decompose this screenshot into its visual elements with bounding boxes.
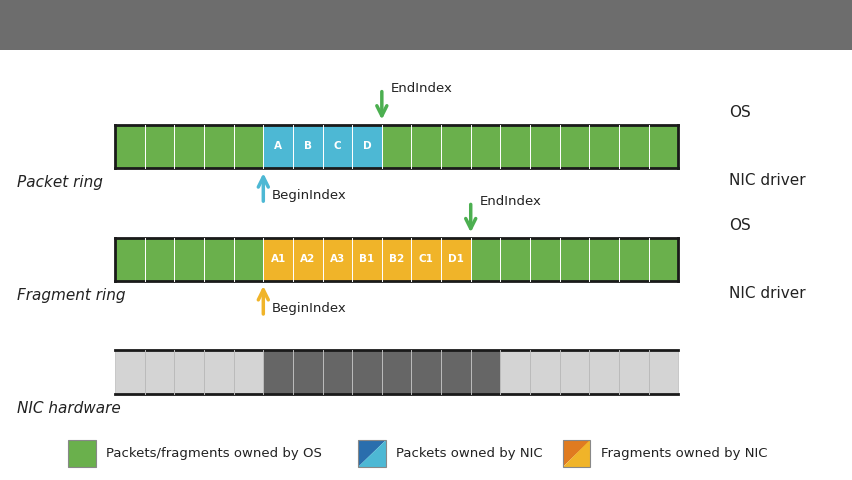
Bar: [529, 125, 559, 168]
Text: NIC driver: NIC driver: [728, 173, 805, 188]
Bar: [411, 350, 440, 394]
Text: BeginIndex: BeginIndex: [272, 189, 346, 203]
Text: NIC hardware: NIC hardware: [17, 401, 121, 416]
Polygon shape: [358, 441, 385, 467]
Bar: [352, 125, 382, 168]
Bar: [322, 350, 352, 394]
Text: Transmit (Tx) post and drain operations for a simple PCI device: Transmit (Tx) post and drain operations …: [130, 15, 722, 35]
Text: B2: B2: [389, 254, 404, 264]
Bar: [559, 238, 589, 281]
Text: C: C: [333, 142, 341, 151]
Bar: [589, 238, 619, 281]
Bar: [500, 238, 529, 281]
Bar: [440, 350, 470, 394]
Bar: [174, 125, 204, 168]
Polygon shape: [562, 441, 590, 467]
Bar: [115, 350, 145, 394]
Text: B: B: [303, 142, 311, 151]
Text: A: A: [273, 142, 282, 151]
Bar: [529, 238, 559, 281]
Text: Packets owned by NIC: Packets owned by NIC: [395, 447, 542, 460]
Text: D1: D1: [447, 254, 463, 264]
Bar: [263, 125, 292, 168]
Text: Packet ring: Packet ring: [17, 175, 103, 190]
Text: A1: A1: [270, 254, 285, 264]
Bar: [529, 350, 559, 394]
Bar: [470, 350, 500, 394]
Polygon shape: [358, 441, 385, 467]
Text: BeginIndex: BeginIndex: [272, 302, 346, 315]
Bar: [115, 238, 145, 281]
Text: Packets/fragments owned by OS: Packets/fragments owned by OS: [106, 447, 321, 460]
Bar: [470, 125, 500, 168]
Bar: [145, 125, 174, 168]
Bar: [382, 238, 411, 281]
Bar: [358, 441, 385, 467]
Bar: [292, 125, 322, 168]
Text: EndIndex: EndIndex: [390, 82, 452, 96]
Bar: [145, 350, 174, 394]
Bar: [619, 125, 648, 168]
Bar: [115, 125, 145, 168]
Bar: [292, 350, 322, 394]
Bar: [233, 350, 263, 394]
Bar: [470, 238, 500, 281]
Bar: [440, 125, 470, 168]
Bar: [145, 238, 174, 281]
Bar: [382, 350, 411, 394]
Bar: [233, 125, 263, 168]
Bar: [382, 125, 411, 168]
Bar: [174, 238, 204, 281]
Text: D: D: [362, 142, 371, 151]
Text: A2: A2: [300, 254, 315, 264]
Bar: [589, 125, 619, 168]
Bar: [500, 125, 529, 168]
Text: EndIndex: EndIndex: [479, 195, 540, 208]
Text: A3: A3: [330, 254, 344, 264]
Bar: [648, 125, 677, 168]
Text: NIC driver: NIC driver: [728, 286, 805, 300]
Polygon shape: [562, 441, 590, 467]
Bar: [352, 350, 382, 394]
Bar: [411, 238, 440, 281]
Text: C1: C1: [418, 254, 433, 264]
Bar: [648, 350, 677, 394]
Bar: [204, 238, 233, 281]
Text: Fragment ring: Fragment ring: [17, 288, 125, 303]
Text: Fragments owned by NIC: Fragments owned by NIC: [600, 447, 766, 460]
Bar: [562, 441, 590, 467]
Bar: [68, 441, 95, 467]
Bar: [322, 238, 352, 281]
Bar: [322, 125, 352, 168]
Bar: [440, 238, 470, 281]
Bar: [619, 238, 648, 281]
Bar: [174, 350, 204, 394]
Bar: [204, 350, 233, 394]
Bar: [559, 125, 589, 168]
Bar: [233, 238, 263, 281]
Bar: [411, 125, 440, 168]
Bar: [263, 350, 292, 394]
Bar: [204, 125, 233, 168]
Bar: [263, 238, 292, 281]
Bar: [619, 350, 648, 394]
Bar: [648, 238, 677, 281]
Bar: [589, 350, 619, 394]
Bar: [500, 350, 529, 394]
Bar: [292, 238, 322, 281]
Text: B1: B1: [359, 254, 374, 264]
Bar: [352, 238, 382, 281]
Text: OS: OS: [728, 218, 750, 233]
Text: OS: OS: [728, 105, 750, 120]
Bar: [559, 350, 589, 394]
